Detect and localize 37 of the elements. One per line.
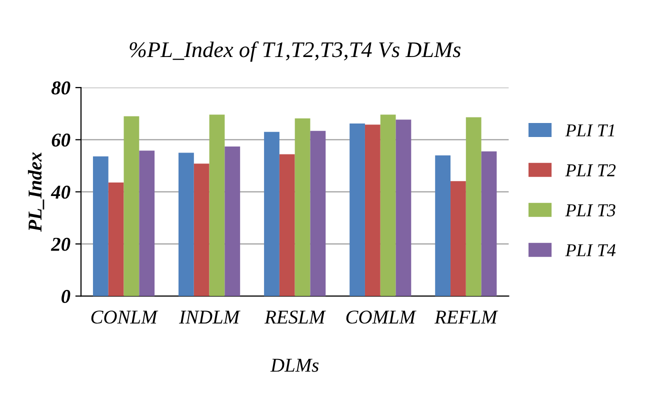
legend-label: PLI T1 (565, 124, 614, 136)
bar (224, 146, 240, 296)
bar (364, 124, 380, 296)
bar (466, 117, 482, 296)
bar (92, 156, 108, 296)
y-tick-label: 0 (62, 290, 70, 304)
bar (264, 132, 280, 296)
legend-label: PLI T2 (565, 164, 616, 176)
bar (194, 164, 210, 296)
x-tick-label: REFLM (434, 310, 498, 324)
bar (209, 114, 225, 296)
x-tick-label: CONLM (91, 310, 158, 324)
bar (279, 154, 295, 296)
bar (310, 130, 326, 296)
chart-title: %PL_Index of T1,T2,T3,T4 Vs DLMs (130, 41, 461, 62)
bar (450, 181, 466, 296)
bar (481, 151, 497, 296)
bar (294, 118, 310, 296)
bar (178, 152, 194, 296)
bar (124, 116, 140, 296)
y-tick-label: 20 (50, 238, 70, 251)
x-axis-title: DLMs (270, 358, 319, 372)
x-tick-label: COMLM (346, 310, 416, 324)
bar (435, 155, 451, 296)
y-tick-label: 40 (50, 186, 70, 199)
y-axis-title: PL_Index (28, 152, 44, 232)
bar (396, 120, 412, 296)
x-tick-label: INDLM (178, 310, 240, 324)
bar (108, 182, 124, 296)
bar (380, 114, 396, 296)
y-tick-label: 80 (51, 81, 70, 95)
bar (139, 150, 155, 296)
legend-label: PLI T4 (565, 244, 616, 256)
bar (350, 124, 365, 296)
legend-label: PLI T3 (565, 204, 616, 216)
y-tick-label: 60 (52, 134, 70, 147)
x-tick-label: RESLM (264, 310, 326, 324)
